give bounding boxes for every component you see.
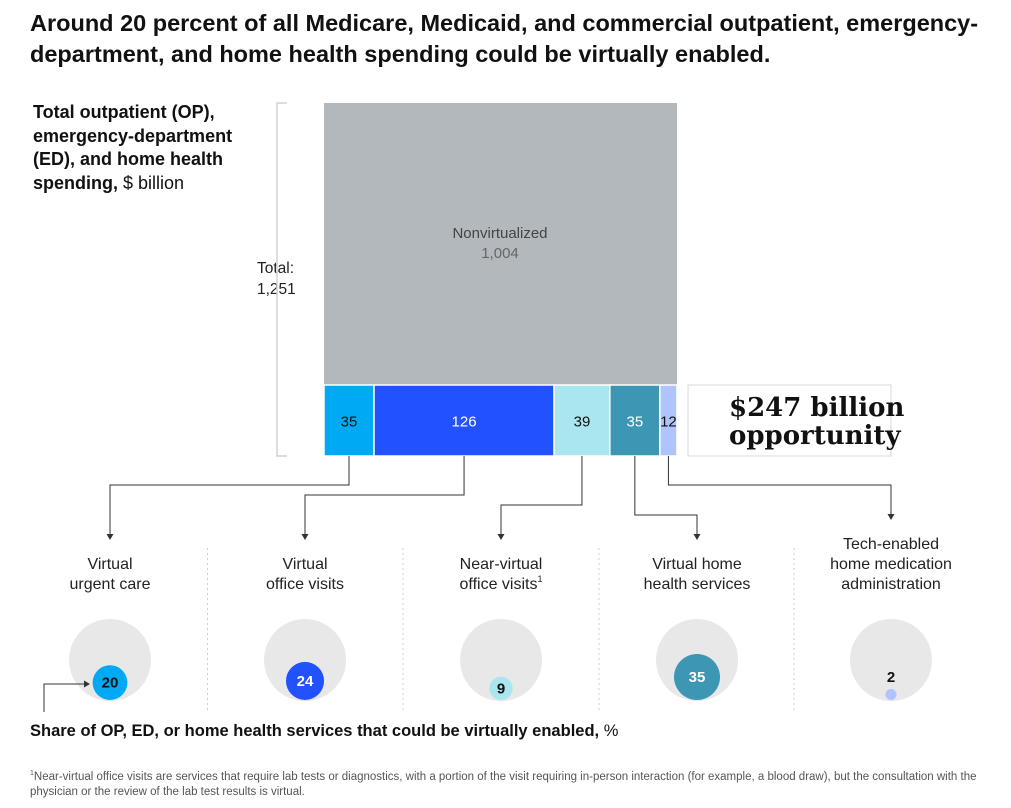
category-label-4-line-2: health services [644, 576, 751, 593]
connector-line-2 [304, 456, 465, 534]
bubble-value-4 [674, 654, 720, 700]
category-label-3-line-2: office visits1 [460, 574, 543, 593]
bubble-value-3 [489, 676, 513, 700]
bar-segment-value-1: 35 [341, 414, 358, 431]
bubble-background-3 [460, 619, 542, 701]
connector-arrow-5 [887, 514, 895, 520]
category-label-2-line-1: Virtual [282, 556, 327, 573]
footnote-marker: 1 [30, 770, 34, 777]
connector-line-5 [667, 456, 892, 514]
category-label-4-line-1: Virtual home [652, 556, 742, 573]
bubble-background-2 [264, 619, 346, 701]
bubble-value-1 [92, 665, 128, 700]
connector-line-4 [634, 456, 698, 534]
share-label-text: Share of OP, ED, or home health services… [30, 722, 600, 740]
category-label-1-line-1: Virtual [87, 556, 132, 573]
connector-line-1 [109, 456, 350, 534]
footnote: 1Near-virtual office visits are services… [30, 766, 990, 800]
connector-line-3 [500, 456, 583, 534]
y-axis-label-text: Total outpatient (OP), emergency-departm… [33, 102, 233, 193]
y-axis-unit: $ billion [123, 172, 185, 193]
bar-segment-nonvirtualized [324, 103, 677, 385]
share-label-connector [43, 683, 84, 712]
category-label-5-line-3: administration [841, 576, 941, 593]
category-label-5-line-1: Tech-enabled [843, 536, 939, 553]
opportunity-box [687, 384, 892, 457]
bubble-background-5 [850, 619, 932, 701]
bar-segment-value-5: 12 [660, 414, 677, 431]
footnote-text: Near-virtual office visits are services … [30, 770, 977, 798]
page-title: Around 20 percent of all Medicare, Medic… [30, 10, 979, 67]
category-label-5-line-2: home medication [830, 556, 952, 573]
connector-arrow-3 [497, 534, 505, 540]
nonvirtualized-value: 1,004 [481, 245, 519, 262]
opportunity-line-2: opportunity [729, 421, 901, 451]
bubble-value-label-4: 35 [689, 669, 706, 686]
total-label-text: Total: [257, 260, 295, 277]
bar-segment-value-4: 35 [626, 414, 643, 431]
category-label-2-line-2: office visits [266, 576, 344, 593]
connector-arrow-2 [301, 534, 309, 540]
category-footnote-marker: 1 [537, 574, 542, 584]
share-label-arrow [84, 680, 90, 688]
category-label-1-line-2: urgent care [70, 576, 151, 593]
opportunity-line-1: $247 billion [729, 393, 904, 423]
bubble-background-1 [69, 619, 151, 701]
bubble-value-label-3: 9 [497, 680, 505, 697]
category-label-3-line-1: Near-virtual [460, 556, 543, 573]
y-axis-label: Total outpatient (OP), emergency-departm… [33, 101, 233, 195]
bubble-value-2 [285, 661, 325, 700]
bubble-value-5 [885, 689, 897, 700]
share-label-unit: % [603, 722, 619, 740]
bubble-value-label-5: 2 [887, 669, 895, 686]
connector-arrow-4 [693, 534, 701, 540]
share-label: Share of OP, ED, or home health services… [30, 722, 618, 741]
bubble-value-label-2: 24 [297, 673, 314, 690]
bar-segment-value-2: 126 [452, 414, 477, 431]
bar-segment-value-3: 39 [574, 414, 591, 431]
connector-arrow-1 [106, 534, 114, 540]
total-bracket [276, 102, 287, 457]
nonvirtualized-label: Nonvirtualized [452, 225, 547, 242]
bubble-value-label-1: 20 [102, 675, 119, 692]
